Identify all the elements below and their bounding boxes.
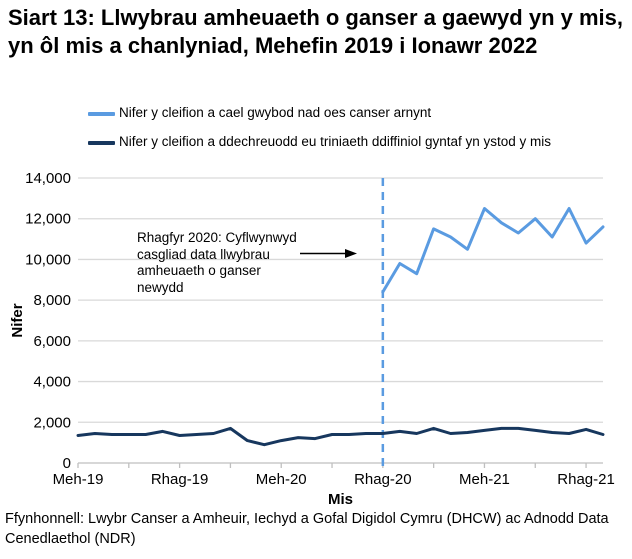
line-chart: 0 2,000 4,000 6,000 8,000 10,000 12,000 14,000 M… [9, 170, 615, 508]
chart-title: Siart 13: Llwybrau amheuaeth o ganser a … [8, 5, 623, 59]
legend-item-no-cancer: Nifer y cleifion a cael gwybod nad oes c… [88, 105, 551, 121]
svg-text:10,000: 10,000 [25, 251, 71, 268]
svg-text:Nifer: Nifer [9, 303, 26, 337]
chart-legend: Nifer y cleifion a cael gwybod nad oes c… [88, 105, 551, 151]
svg-text:Meh-20: Meh-20 [256, 471, 307, 488]
svg-text:Meh-19: Meh-19 [53, 471, 104, 488]
legend-line-swatch-light-blue [88, 112, 115, 116]
annotation-text: Rhagfyr 2020: Cyflwynwyd casgliad data l… [137, 230, 297, 296]
svg-text:2,000: 2,000 [33, 414, 71, 431]
svg-text:4,000: 4,000 [33, 374, 71, 391]
legend-item-treatment: Nifer y cleifion a ddechreuodd eu trinia… [88, 134, 551, 150]
svg-text:Meh-21: Meh-21 [459, 471, 510, 488]
svg-text:6,000: 6,000 [33, 333, 71, 350]
svg-text:Mis: Mis [328, 491, 353, 508]
svg-text:Rhag-20: Rhag-20 [354, 471, 412, 488]
svg-text:12,000: 12,000 [25, 211, 71, 228]
legend-label: Nifer y cleifion a ddechreuodd eu trinia… [119, 134, 551, 150]
legend-line-swatch-navy [88, 141, 115, 145]
source-note: Ffynhonnell: Lwybr Canser a Amheuir, Iec… [5, 511, 609, 547]
svg-text:14,000: 14,000 [25, 170, 71, 187]
legend-label: Nifer y cleifion a cael gwybod nad oes c… [119, 105, 432, 120]
svg-text:0: 0 [63, 455, 71, 472]
svg-text:Rhag-21: Rhag-21 [557, 471, 615, 488]
svg-text:Rhag-19: Rhag-19 [151, 471, 209, 488]
svg-text:8,000: 8,000 [33, 292, 71, 309]
